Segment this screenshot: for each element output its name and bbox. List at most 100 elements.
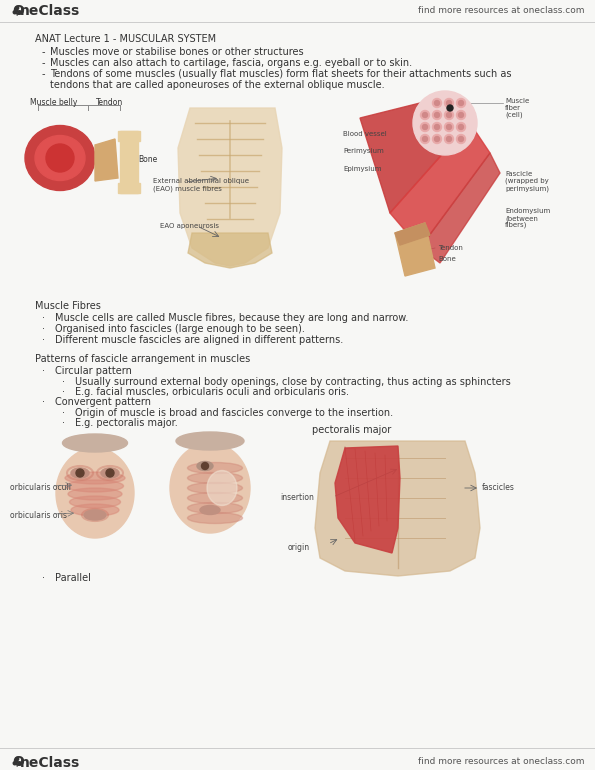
Ellipse shape xyxy=(176,432,244,450)
Text: Muscle cells are called Muscle fibres, because they are long and narrow.: Muscle cells are called Muscle fibres, b… xyxy=(55,313,408,323)
Text: -: - xyxy=(42,69,45,79)
Polygon shape xyxy=(118,183,140,193)
Ellipse shape xyxy=(433,122,441,132)
Ellipse shape xyxy=(444,111,453,119)
Ellipse shape xyxy=(187,463,243,474)
Ellipse shape xyxy=(207,470,237,505)
Ellipse shape xyxy=(421,135,430,143)
Circle shape xyxy=(76,469,84,477)
Text: Tendon: Tendon xyxy=(438,245,463,251)
Text: Endomysium: Endomysium xyxy=(505,208,550,214)
Text: ·: · xyxy=(62,408,65,418)
Text: Epimysium: Epimysium xyxy=(343,166,381,172)
Ellipse shape xyxy=(197,461,213,470)
Text: ·: · xyxy=(42,397,45,407)
Polygon shape xyxy=(178,108,282,266)
Ellipse shape xyxy=(67,480,124,492)
Text: Circular pattern: Circular pattern xyxy=(55,366,132,376)
Ellipse shape xyxy=(187,473,243,484)
Text: ·: · xyxy=(62,418,65,428)
Text: Bone: Bone xyxy=(438,256,456,262)
Ellipse shape xyxy=(187,503,243,514)
Polygon shape xyxy=(118,131,140,141)
Text: (between: (between xyxy=(505,215,538,222)
Text: Patterns of fascicle arrangement in muscles: Patterns of fascicle arrangement in musc… xyxy=(35,354,250,364)
Ellipse shape xyxy=(434,136,440,142)
Ellipse shape xyxy=(187,493,243,504)
Polygon shape xyxy=(335,446,400,553)
Text: ·: · xyxy=(42,335,45,345)
Text: (cell): (cell) xyxy=(505,112,522,119)
Text: fibers): fibers) xyxy=(505,222,527,229)
Ellipse shape xyxy=(459,125,464,129)
Text: ·: · xyxy=(42,324,45,334)
Ellipse shape xyxy=(456,135,465,143)
Ellipse shape xyxy=(421,111,430,119)
Text: fiber: fiber xyxy=(505,105,521,111)
Ellipse shape xyxy=(71,468,89,478)
Polygon shape xyxy=(420,153,500,263)
Ellipse shape xyxy=(68,488,122,500)
Polygon shape xyxy=(95,139,118,181)
Ellipse shape xyxy=(433,135,441,143)
Text: ANAT Lecture 1 - MUSCULAR SYSTEM: ANAT Lecture 1 - MUSCULAR SYSTEM xyxy=(35,34,216,44)
Text: External abdominal oblique: External abdominal oblique xyxy=(153,178,249,184)
Text: O: O xyxy=(12,4,24,18)
Text: -: - xyxy=(42,58,45,68)
Ellipse shape xyxy=(434,101,440,105)
Text: ·: · xyxy=(62,387,65,397)
Polygon shape xyxy=(188,233,272,268)
Ellipse shape xyxy=(62,434,127,452)
Text: -: - xyxy=(42,47,45,57)
Ellipse shape xyxy=(422,136,427,142)
Polygon shape xyxy=(360,98,470,213)
Ellipse shape xyxy=(456,111,465,119)
Ellipse shape xyxy=(170,443,250,533)
Text: ·: · xyxy=(42,366,45,376)
Text: Tendons of some muscles (usually flat muscles) form flat sheets for their attach: Tendons of some muscles (usually flat mu… xyxy=(50,69,512,79)
Ellipse shape xyxy=(444,99,453,108)
Ellipse shape xyxy=(444,122,453,132)
Text: Perimysium: Perimysium xyxy=(343,148,384,154)
Text: find more resources at oneclass.com: find more resources at oneclass.com xyxy=(418,6,585,15)
Ellipse shape xyxy=(25,126,95,190)
Ellipse shape xyxy=(56,448,134,538)
Text: ♣: ♣ xyxy=(10,756,23,770)
Text: tendons that are called aponeuroses of the external oblique muscle.: tendons that are called aponeuroses of t… xyxy=(50,80,384,90)
Text: Muscles can also attach to cartilage, fascia, organs e.g. eyeball or to skin.: Muscles can also attach to cartilage, fa… xyxy=(50,58,412,68)
Ellipse shape xyxy=(200,505,220,514)
Polygon shape xyxy=(395,223,430,245)
Ellipse shape xyxy=(456,99,465,108)
Text: Tendon: Tendon xyxy=(96,98,123,107)
Text: (EAO) muscle fibres: (EAO) muscle fibres xyxy=(153,186,222,192)
Polygon shape xyxy=(395,223,435,276)
Text: Muscle belly: Muscle belly xyxy=(30,98,77,107)
Text: fascicles: fascicles xyxy=(482,483,515,492)
Circle shape xyxy=(202,463,208,470)
Ellipse shape xyxy=(421,122,430,132)
Ellipse shape xyxy=(65,472,125,484)
Ellipse shape xyxy=(187,483,243,494)
Ellipse shape xyxy=(434,112,440,118)
Text: Organised into fascicles (large enough to be seen).: Organised into fascicles (large enough t… xyxy=(55,324,305,334)
Ellipse shape xyxy=(101,468,119,478)
Ellipse shape xyxy=(459,101,464,105)
Ellipse shape xyxy=(422,125,427,129)
Text: Different muscle fascicles are aligned in different patterns.: Different muscle fascicles are aligned i… xyxy=(55,335,343,345)
Text: ·: · xyxy=(62,377,65,387)
Ellipse shape xyxy=(70,496,121,508)
Text: orbicularis oculi: orbicularis oculi xyxy=(10,483,71,492)
Ellipse shape xyxy=(446,112,452,118)
Text: ♣: ♣ xyxy=(10,5,23,19)
Ellipse shape xyxy=(446,136,452,142)
Text: neClass: neClass xyxy=(20,4,80,18)
Ellipse shape xyxy=(459,136,464,142)
Ellipse shape xyxy=(456,122,465,132)
Circle shape xyxy=(413,91,477,155)
Circle shape xyxy=(447,105,453,111)
Text: Muscle Fibres: Muscle Fibres xyxy=(35,301,101,311)
Ellipse shape xyxy=(446,101,452,105)
Text: find more resources at oneclass.com: find more resources at oneclass.com xyxy=(418,757,585,766)
Text: Convergent pattern: Convergent pattern xyxy=(55,397,151,407)
Text: O: O xyxy=(12,755,24,769)
